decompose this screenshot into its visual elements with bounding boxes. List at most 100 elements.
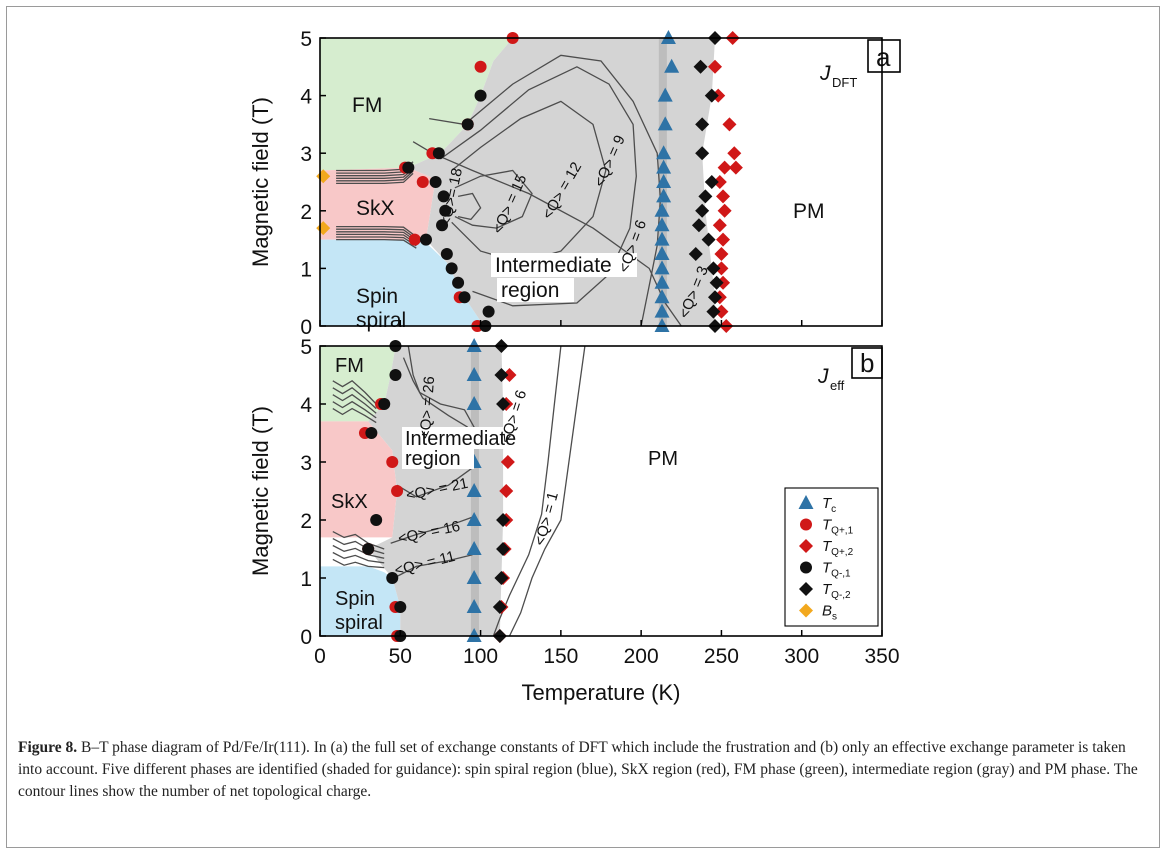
stripe-line: [332, 558, 385, 569]
marker-tq-2: [727, 146, 742, 161]
legend-marker: [799, 539, 813, 553]
stripe-line: [336, 228, 417, 240]
y-tick-label: 3: [300, 143, 312, 166]
marker-tc: [660, 30, 676, 44]
marker-tc: [654, 274, 670, 289]
fm-region: [320, 38, 513, 171]
exchange-label: J: [819, 62, 831, 85]
skx-region: [320, 421, 398, 538]
marker-tc: [466, 599, 482, 613]
marker-tq-2: [695, 146, 710, 161]
exchange-label-sub: eff: [830, 378, 845, 393]
y-tick-label: 5: [300, 28, 312, 51]
marker-tq-1: [432, 147, 445, 160]
marker-tq-2: [502, 368, 517, 382]
y-tick-label: 0: [300, 626, 312, 649]
marker-tq-1: [440, 248, 453, 260]
marker-tq-2: [496, 542, 511, 556]
marker-tq-1: [408, 233, 421, 246]
y-tick-label: 3: [300, 452, 312, 475]
marker-tc: [656, 188, 672, 203]
marker-tq-2: [693, 59, 708, 74]
x-tick-label: 50: [389, 645, 412, 668]
legend-marker: [799, 582, 813, 596]
marker-tq-2: [688, 247, 703, 261]
y-tick-label: 1: [300, 258, 312, 281]
label-background: [491, 253, 637, 277]
contour-16: [390, 516, 473, 544]
panel-label: a: [876, 42, 891, 72]
x-tick-label: 200: [624, 645, 659, 668]
marker-tc: [466, 483, 482, 497]
marker-tq-2: [728, 160, 743, 175]
marker-tc: [466, 338, 482, 352]
marker-tq-1: [378, 398, 391, 410]
marker-tc: [466, 367, 482, 381]
y-tick-label: 5: [300, 336, 312, 359]
marker-tq-1: [474, 60, 487, 73]
contour-6: [492, 346, 562, 636]
contour-label: <Q> = 1: [531, 490, 562, 547]
marker-tq-1: [365, 427, 378, 439]
stripe-line: [332, 379, 377, 405]
marker-tq-1: [416, 176, 429, 188]
marker-tc: [466, 570, 482, 584]
marker-tq-2: [708, 290, 723, 305]
marker-tq-1: [386, 572, 399, 584]
contour-11: [393, 554, 473, 579]
marker-tq-2: [717, 203, 732, 218]
marker-tq-1: [474, 89, 487, 102]
marker-tq-1: [389, 369, 402, 381]
label-background: [402, 427, 540, 449]
contour-21: [396, 467, 473, 498]
marker-tq-1: [419, 233, 432, 246]
figure-frame: [6, 6, 1160, 848]
marker-tc: [654, 217, 670, 232]
stripe-line: [336, 225, 417, 238]
marker-tq-2: [494, 571, 509, 585]
region-label: Spin: [356, 285, 398, 308]
panel-a: FMSkXSpinspiralIntermediateregionPM<Q>= …: [248, 28, 901, 339]
x-tick-label: 250: [704, 645, 739, 668]
marker-tq-2: [496, 513, 511, 527]
marker-tc: [657, 87, 673, 102]
marker-tq-1: [362, 543, 375, 555]
marker-tc: [654, 303, 670, 318]
stripe-line: [332, 400, 377, 419]
marker-tq-2: [698, 189, 713, 204]
marker-tc: [654, 202, 670, 217]
marker-tc: [664, 58, 680, 73]
contour-26b: [402, 357, 469, 428]
marker-tq-2: [494, 368, 509, 382]
stripe-line: [332, 531, 385, 550]
marker-tq-1: [429, 176, 442, 188]
legend-marker: [800, 518, 812, 531]
contour-15: [454, 169, 533, 229]
marker-tc: [656, 174, 672, 188]
marker-tq-2: [706, 304, 721, 319]
marker-tc: [656, 159, 672, 174]
panel-label-box: [851, 347, 883, 379]
y-axis-label: Magnetic field (T): [248, 97, 273, 267]
legend-marker: [798, 495, 814, 509]
region-label: SkX: [331, 491, 368, 513]
marker-tq-1: [391, 485, 404, 497]
marker-tq-1: [436, 219, 449, 232]
y-tick-label: 2: [300, 510, 312, 533]
region-label: Spin: [335, 588, 375, 610]
legend-marker: [800, 561, 812, 574]
x-tick-label: 300: [784, 645, 819, 668]
stripe-line: [332, 393, 377, 414]
contour-6: [429, 54, 662, 326]
contour-9: [440, 66, 637, 307]
marker-tq-2: [496, 397, 511, 411]
marker-tq-2: [712, 175, 727, 189]
marker-tq-2: [499, 484, 514, 498]
marker-tq-1: [394, 601, 407, 613]
marker-tq-2: [712, 218, 727, 233]
figure-caption-text: B–T phase diagram of Pd/Fe/Ir(111). In (…: [18, 739, 1138, 800]
marker-tc: [654, 260, 670, 275]
marker-tc: [657, 116, 673, 131]
figure-caption: Figure 8. B–T phase diagram of Pd/Fe/Ir(…: [18, 737, 1150, 803]
marker-tq-1: [439, 204, 452, 217]
